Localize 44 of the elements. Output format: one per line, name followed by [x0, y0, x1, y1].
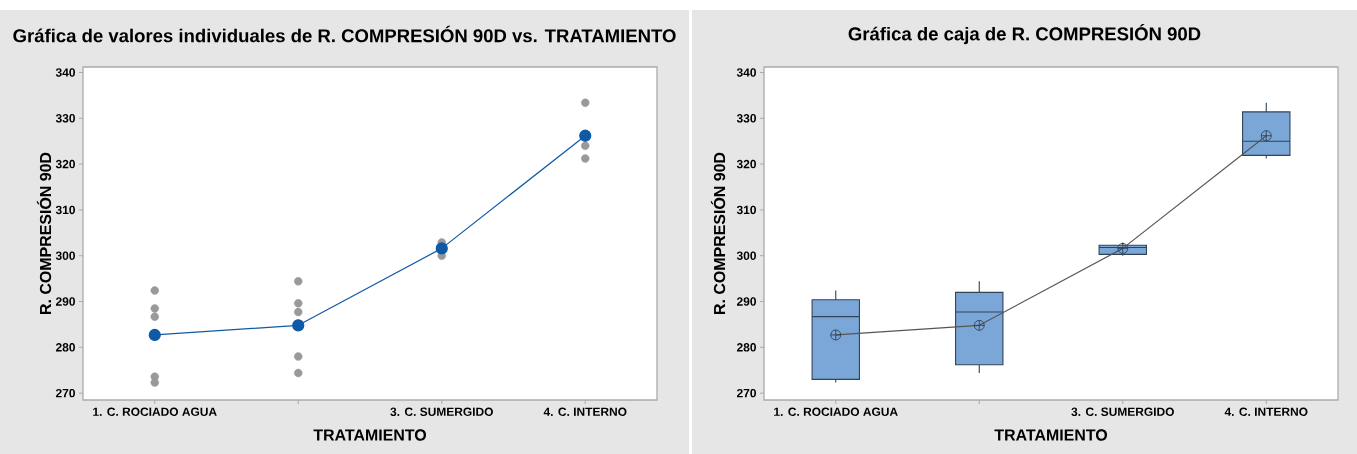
point: [435, 242, 448, 255]
x-tick-label: 4. C. INTERNO: [1224, 407, 1308, 416]
chart-title: Gráfica de caja de R. COMPRESIÓN 90D: [848, 23, 1201, 45]
x-axis-title: TRATAMIENTO: [313, 429, 427, 441]
point: [581, 98, 590, 107]
x-axis-title: TRATAMIENTO: [994, 429, 1108, 441]
point: [294, 277, 303, 286]
y-tick-label: 290: [736, 297, 756, 306]
point: [579, 129, 592, 142]
point: [294, 352, 303, 361]
point: [294, 299, 303, 308]
point: [150, 304, 159, 313]
x-tick-label: 4. C. INTERNO: [543, 407, 627, 416]
x-tick-label: 3. C. SUMERGIDO: [390, 407, 493, 417]
y-tick-label: 310: [55, 205, 75, 215]
x-tick-label: 3. C. SUMERGIDO: [1071, 407, 1174, 417]
point: [292, 319, 305, 332]
y-tick-label: 320: [55, 159, 75, 169]
y-tick-label: 280: [55, 343, 75, 352]
y-tick-label: 280: [736, 343, 756, 352]
y-axis-title: R. COMPRESIÓN 90D: [36, 152, 52, 314]
y-tick-label: 340: [736, 68, 756, 77]
y-tick-label: 270: [55, 388, 75, 398]
y-tick-label: 290: [55, 297, 75, 306]
point: [294, 307, 303, 317]
y-axis-title: R. COMPRESIÓN 90D: [710, 152, 726, 314]
x-tick-label: 1. C. ROCIADO AGUA: [774, 407, 898, 416]
point: [294, 368, 303, 378]
y-tick-label: 270: [736, 388, 756, 398]
point: [581, 154, 590, 163]
y-tick-label: 300: [736, 251, 756, 260]
point: [150, 286, 159, 295]
y-tick-label: 310: [736, 205, 756, 215]
point: [148, 328, 161, 342]
y-tick-label: 330: [55, 114, 75, 123]
y-tick-label: 320: [736, 159, 756, 169]
point: [581, 141, 590, 150]
chart-title: Gráfica de valores individuales de R. COMPRESIÓN 90D vs. TRATAMIENTO: [13, 25, 676, 43]
point: [150, 378, 159, 387]
y-tick-label: 340: [55, 68, 75, 77]
y-tick-label: 330: [736, 114, 756, 123]
point: [150, 312, 159, 321]
x-tick-label: 1. C. ROCIADO AGUA: [93, 407, 217, 416]
y-tick-label: 300: [55, 251, 75, 260]
